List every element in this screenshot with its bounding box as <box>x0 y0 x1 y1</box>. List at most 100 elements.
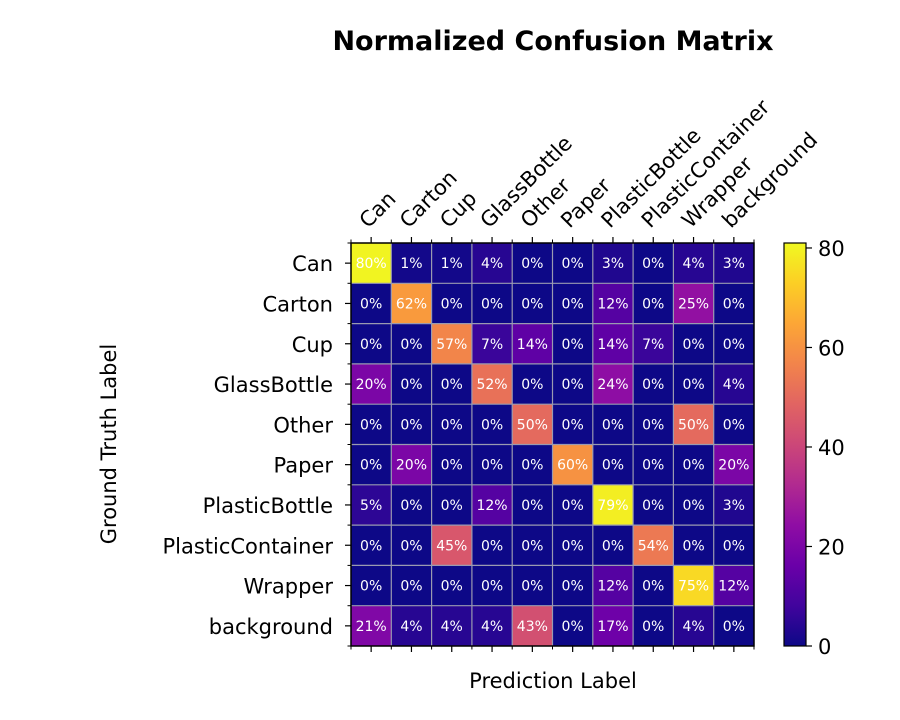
cell-value-label: 0% <box>682 337 704 353</box>
cell-value-label: 0% <box>481 538 503 554</box>
y-axis-label: Ground Truth Label <box>97 344 121 544</box>
heatmap-cell <box>592 243 634 284</box>
heatmap-cell <box>633 565 674 607</box>
cell-value-label: 50% <box>517 417 548 433</box>
cell-value-label: 4% <box>481 619 503 635</box>
heatmap-cell <box>673 283 715 325</box>
cell-value-label: 0% <box>642 417 664 433</box>
cell-value-label: 20% <box>356 377 387 393</box>
cell-value-label: 0% <box>682 498 704 514</box>
cell-value-label: 0% <box>682 458 704 474</box>
cell-value-label: 0% <box>723 417 745 433</box>
colorbar-tick-label: 60 <box>818 336 845 360</box>
cell-value-label: 0% <box>400 579 422 595</box>
cell-value-label: 0% <box>521 579 543 595</box>
heatmap-cell <box>471 484 513 526</box>
cell-value-label: 0% <box>400 377 422 393</box>
cell-value-label: 0% <box>562 256 584 272</box>
heatmap-cell <box>713 363 755 405</box>
heatmap-cell <box>592 605 634 647</box>
cell-value-label: 0% <box>521 377 543 393</box>
heatmap-cell <box>633 363 674 405</box>
cell-value-label: 3% <box>723 498 745 514</box>
heatmap-cell <box>431 323 473 365</box>
heatmap-cell <box>552 243 594 284</box>
heatmap-cell <box>673 525 715 566</box>
cell-value-label: 0% <box>723 538 745 554</box>
cell-value-label: 0% <box>723 337 745 353</box>
cell-value-label: 0% <box>400 498 422 514</box>
heatmap-cell <box>391 605 433 647</box>
cell-labels: 80% 1% 1% 4% 0% 0% 3% 0% 4% 3% 0% 62% 0% 0% 0% 0% 12% 0% 2… <box>356 256 750 635</box>
cell-value-label: 4% <box>441 619 463 635</box>
heatmap-cell <box>431 363 473 405</box>
cell-value-label: 45% <box>436 538 467 554</box>
heatmap-cell <box>713 404 755 445</box>
heatmap-cell <box>351 363 392 405</box>
heatmap-cell <box>713 525 755 566</box>
heatmap-cell <box>512 444 553 486</box>
cell-value-label: 0% <box>642 256 664 272</box>
y-tick-label: GlassBottle <box>214 373 333 397</box>
cell-value-label: 0% <box>723 619 745 635</box>
heatmap-cell <box>391 484 433 526</box>
heatmap-cell <box>713 283 755 325</box>
cell-value-label: 21% <box>356 619 387 635</box>
cell-value-label: 0% <box>642 619 664 635</box>
cell-value-label: 0% <box>481 458 503 474</box>
heatmap-cell <box>552 283 594 325</box>
cell-value-label: 0% <box>481 579 503 595</box>
cell-value-label: 0% <box>521 256 543 272</box>
y-tick-label: Carton <box>262 292 333 316</box>
cell-value-label: 79% <box>597 498 628 514</box>
heatmap-grid <box>351 243 754 646</box>
cell-value-label: 0% <box>642 458 664 474</box>
cell-value-label: 0% <box>360 296 382 312</box>
heatmap-cell <box>351 525 392 566</box>
heatmap-cell <box>592 484 634 526</box>
heatmap-cell <box>633 323 674 365</box>
y-tick-label: Cup <box>292 333 333 357</box>
heatmap-cells <box>351 243 755 647</box>
cell-value-label: 0% <box>521 498 543 514</box>
heatmap-cell <box>592 444 634 486</box>
heatmap-cell <box>592 363 634 405</box>
cell-value-label: 3% <box>602 256 624 272</box>
heatmap-cell <box>673 363 715 405</box>
heatmap-cell <box>633 484 674 526</box>
heatmap-cell <box>673 484 715 526</box>
heatmap-cell <box>391 323 433 365</box>
cell-value-label: 54% <box>638 538 669 554</box>
cell-value-label: 20% <box>718 458 749 474</box>
cell-value-label: 0% <box>441 458 463 474</box>
heatmap-cell <box>552 484 594 526</box>
heatmap-cell <box>391 243 433 284</box>
x-tick-label: Can <box>355 187 401 233</box>
heatmap-cell <box>512 404 553 445</box>
heatmap-cell <box>713 444 755 486</box>
cell-value-label: 0% <box>360 538 382 554</box>
cell-value-label: 12% <box>597 579 628 595</box>
x-axis-label: Prediction Label <box>469 669 637 693</box>
heatmap-cell <box>592 323 634 365</box>
heatmap-cell <box>552 565 594 607</box>
cell-value-label: 0% <box>562 498 584 514</box>
cell-value-label: 43% <box>517 619 548 635</box>
cell-value-label: 7% <box>481 337 503 353</box>
heatmap-cell <box>552 605 594 647</box>
cell-value-label: 0% <box>521 458 543 474</box>
cell-value-label: 0% <box>642 498 664 514</box>
cell-value-label: 0% <box>682 538 704 554</box>
cell-value-label: 14% <box>517 337 548 353</box>
cell-value-label: 4% <box>682 619 704 635</box>
heatmap-cell <box>431 484 473 526</box>
heatmap-cell <box>431 605 473 647</box>
heatmap-cell <box>391 404 433 445</box>
heatmap-cell <box>713 484 755 526</box>
heatmap-cell <box>431 525 473 566</box>
cell-value-label: 1% <box>441 256 463 272</box>
heatmap-cell <box>351 484 392 526</box>
cell-value-label: 80% <box>356 256 387 272</box>
y-axis-ticks: Can Carton Cup GlassBottle Other Paper Plastic… <box>162 242 351 647</box>
heatmap-cell <box>673 605 715 647</box>
